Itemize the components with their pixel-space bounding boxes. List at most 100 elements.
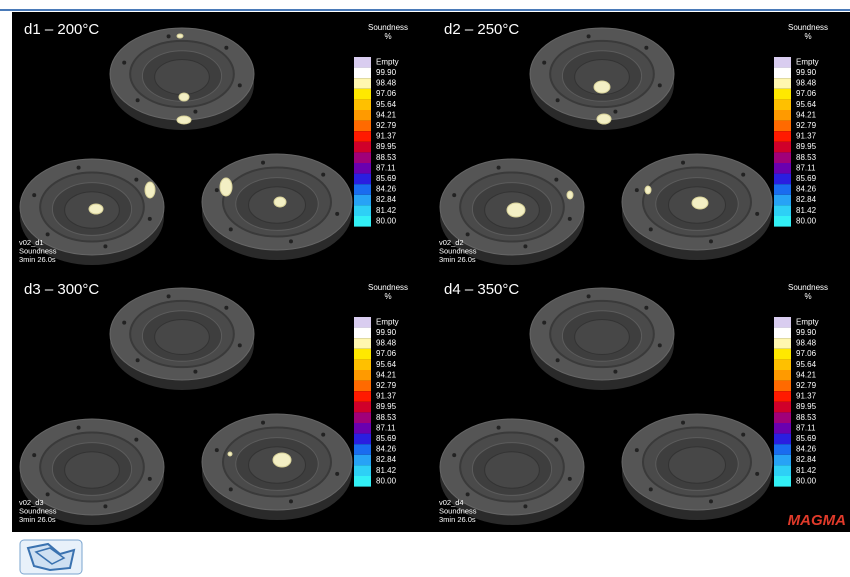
legend-swatch — [354, 216, 371, 227]
casting — [202, 154, 352, 260]
legend-label: 84.26 — [796, 185, 817, 194]
casting — [202, 414, 352, 520]
bolt-hole — [681, 161, 685, 165]
legend-swatch — [774, 338, 791, 349]
bolt-hole — [289, 499, 293, 503]
legend-swatch — [354, 434, 371, 445]
info-text: 3min 26.0s — [19, 515, 56, 524]
legend-label: 80.00 — [376, 216, 397, 225]
legend-swatch — [354, 68, 371, 79]
bolt-hole — [635, 448, 639, 452]
bolt-hole — [635, 188, 639, 192]
slide: d1 – 200°CSoundness%Empty99.9098.4897.06… — [0, 0, 850, 577]
bolt-hole — [215, 188, 219, 192]
legend-label: 91.37 — [376, 392, 397, 401]
bolt-hole — [77, 426, 81, 430]
bolt-hole — [193, 370, 197, 374]
legend-swatch — [354, 205, 371, 216]
bolt-hole — [46, 232, 50, 236]
panel-title: d2 – 250°C — [444, 21, 519, 38]
bolt-hole — [238, 83, 242, 87]
legend-swatch — [354, 57, 371, 68]
legend-label: 91.37 — [796, 132, 817, 141]
legend-label: 80.00 — [796, 476, 817, 485]
legend-unit: % — [384, 292, 391, 301]
legend-swatch — [354, 317, 371, 328]
bolt-hole — [658, 83, 662, 87]
casting-hub — [485, 452, 540, 488]
top-rule — [0, 9, 850, 11]
legend-label: 92.79 — [796, 381, 817, 390]
legend-swatch — [774, 99, 791, 110]
legend-swatch — [774, 131, 791, 142]
bolt-hole — [523, 244, 527, 248]
legend-swatch — [774, 381, 791, 392]
legend-label: 98.48 — [376, 79, 397, 88]
legend-label: 85.69 — [796, 434, 817, 443]
bolt-hole — [556, 98, 560, 102]
bolt-hole — [32, 193, 36, 197]
legend-swatch — [774, 476, 791, 487]
legend-swatch — [354, 89, 371, 100]
legend-label: 80.00 — [376, 476, 397, 485]
legend-label: Empty — [796, 57, 819, 66]
porosity-region — [597, 114, 611, 124]
legend-swatch — [774, 423, 791, 434]
legend-label: 85.69 — [376, 174, 397, 183]
legend-unit: % — [804, 32, 811, 41]
porosity-region — [273, 453, 291, 467]
legend-label: 87.11 — [796, 163, 816, 172]
legend-label: 99.90 — [376, 328, 397, 337]
legend-label: 81.42 — [376, 466, 397, 475]
porosity-region — [567, 191, 573, 199]
legend-swatch — [774, 455, 791, 466]
bolt-hole — [289, 239, 293, 243]
legend-label: 95.64 — [376, 100, 397, 109]
panel-title: d1 – 200°C — [24, 21, 99, 38]
legend-swatch — [354, 476, 371, 487]
legend-label: 98.48 — [376, 339, 397, 348]
legend-label: 81.42 — [796, 466, 817, 475]
legend-label: 88.53 — [376, 413, 397, 422]
legend-title: Soundness — [368, 23, 408, 32]
bolt-hole — [335, 212, 339, 216]
legend-swatch — [774, 57, 791, 68]
legend-swatch — [354, 465, 371, 476]
bolt-hole — [587, 294, 591, 298]
bolt-hole — [741, 173, 745, 177]
legend-swatch — [354, 359, 371, 370]
legend-swatch — [354, 121, 371, 132]
legend-swatch — [354, 110, 371, 121]
bolt-hole — [554, 178, 558, 182]
legend-label: 80.00 — [796, 216, 817, 225]
legend-swatch — [774, 78, 791, 89]
legend-label: 89.95 — [376, 402, 397, 411]
porosity-region — [594, 81, 610, 93]
porosity-region — [177, 34, 183, 38]
legend-label: 82.84 — [376, 195, 397, 204]
legend-swatch — [354, 455, 371, 466]
bolt-hole — [136, 358, 140, 362]
bolt-hole — [321, 173, 325, 177]
legend-label: 97.06 — [376, 89, 397, 98]
bolt-hole — [122, 321, 126, 325]
panel-title: d4 – 350°C — [444, 281, 519, 298]
legend-swatch — [354, 142, 371, 153]
legend-label: 98.48 — [796, 79, 817, 88]
legend-swatch — [774, 184, 791, 195]
bolt-hole — [755, 212, 759, 216]
legend-label: 95.64 — [376, 360, 397, 369]
casting — [110, 28, 254, 130]
porosity-region — [692, 197, 708, 209]
legend-swatch — [774, 444, 791, 455]
bolt-hole — [229, 227, 233, 231]
legend-label: 89.95 — [796, 142, 817, 151]
bolt-hole — [103, 244, 107, 248]
info-text: 3min 26.0s — [439, 255, 476, 264]
legend-swatch — [354, 349, 371, 360]
legend-label: 89.95 — [376, 142, 397, 151]
bolt-hole — [452, 193, 456, 197]
legend-swatch — [354, 99, 371, 110]
legend-swatch — [774, 216, 791, 227]
bolt-hole — [542, 321, 546, 325]
